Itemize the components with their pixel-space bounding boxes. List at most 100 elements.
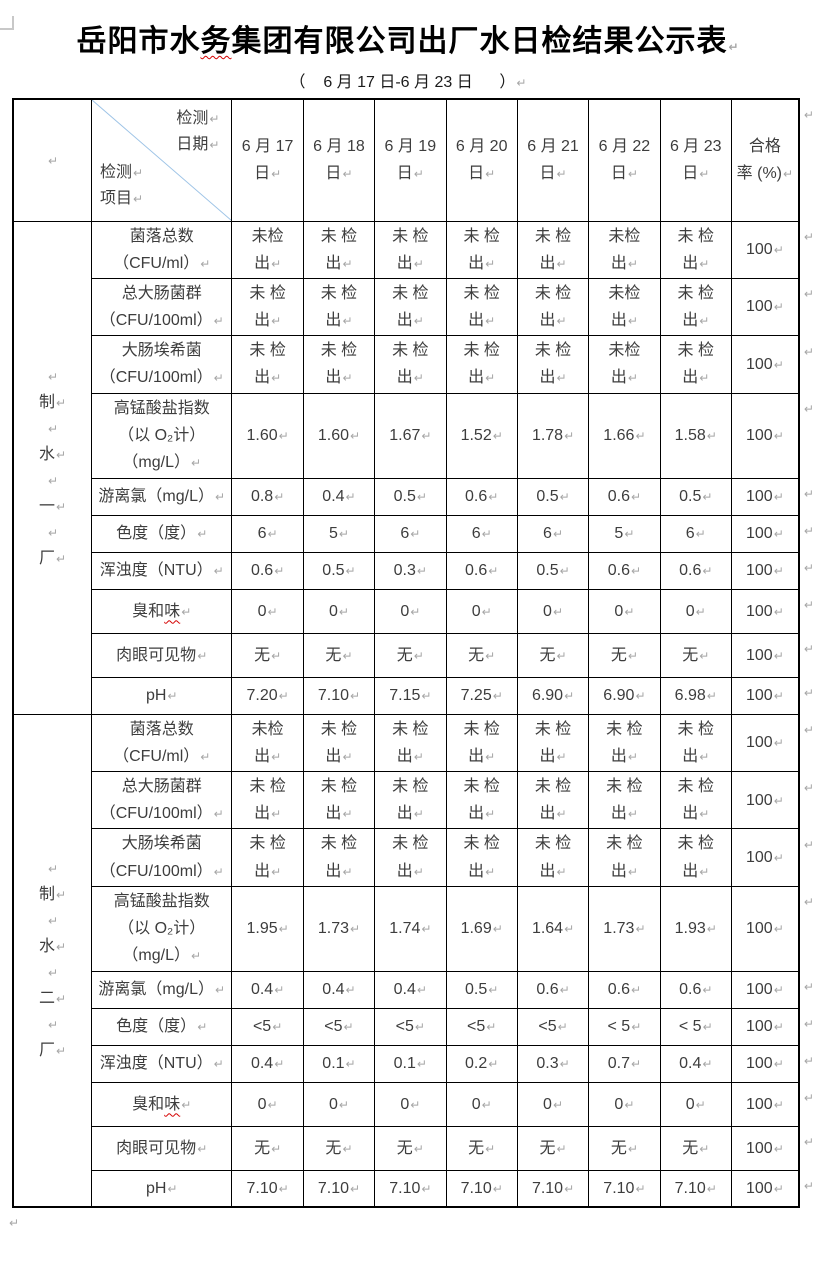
- row-label: pH↵: [91, 1169, 233, 1209]
- value-text: 6: [543, 525, 552, 543]
- row-label: 肉眼可见物↵: [91, 632, 233, 678]
- value-cell: 0.6↵: [445, 551, 518, 590]
- corner-label-item: 检测↵ 项目↵: [100, 160, 143, 213]
- value-text: 7.10: [389, 1179, 421, 1197]
- pilcrow-mark: ↵: [274, 983, 285, 998]
- date-header-cell: 6 月 23 日↵: [659, 98, 732, 222]
- pilcrow-mark: ↵: [350, 922, 361, 937]
- pilcrow-mark: ↵: [803, 1135, 814, 1150]
- pilcrow-mark: ↵: [343, 1020, 354, 1035]
- rate-text: 100: [745, 848, 773, 866]
- value-text: 0.6: [679, 981, 702, 999]
- row-label-text: 臭和: [132, 602, 165, 620]
- rate-text: 100: [745, 1095, 773, 1113]
- value-cell: 0.6↵: [231, 551, 304, 590]
- row-label-text: 高锰酸盐指数 （以 O₂计） （mg/L）: [113, 399, 210, 472]
- pilcrow-mark: ↵: [564, 429, 575, 444]
- value-text: 7.15: [389, 687, 421, 705]
- value-text: 7.10: [603, 1179, 635, 1197]
- value-text: <5: [538, 1018, 557, 1036]
- value-cell: 无↵: [374, 1125, 447, 1171]
- title-text-pre: 岳阳市水: [76, 25, 201, 58]
- table-row: ↵ 制↵ ↵ 水↵ ↵ 二↵ ↵ 厂↵ 菌落总数 （CFU/ml）↵ 未检 出↵ 未 检 出↵ 未 检…: [12, 713, 815, 1209]
- table-row: 大肠埃希菌 （CFU/100ml）↵ 未 检 出↵ 未 检 出↵ 未 检 出↵ 未 检 …: [13, 828, 815, 887]
- value-cell: 未 检 出↵: [516, 220, 590, 279]
- value-cell: 0↵: [516, 588, 590, 634]
- rate-cell: 100↵: [730, 713, 800, 773]
- pilcrow-mark: ↵: [421, 689, 432, 704]
- pilcrow-mark: ↵: [564, 922, 575, 937]
- pilcrow-mark: ↵: [342, 371, 353, 386]
- pilcrow-mark: ↵: [699, 256, 710, 271]
- pilcrow-mark: ↵: [773, 689, 784, 704]
- rate-text: 100: [745, 488, 773, 506]
- row-label: 高锰酸盐指数 （以 O₂计） （mg/L）↵: [91, 885, 233, 972]
- value-cell: 0↵: [445, 1081, 518, 1127]
- value-text: 7.10: [317, 1179, 349, 1197]
- value-cell: 未 检 出↵: [516, 277, 590, 337]
- value-cell: 未 检 出↵: [302, 335, 376, 394]
- pilcrow-mark: ↵: [350, 429, 361, 444]
- value-text: 7.10: [674, 1179, 706, 1197]
- value-cell: 7.10↵: [659, 1169, 732, 1209]
- pilcrow-mark: ↵: [55, 551, 67, 566]
- value-cell: 0.6↵: [588, 477, 661, 516]
- plant-label-char: 厂↵: [38, 549, 67, 567]
- pilcrow-mark: ↵: [486, 1020, 497, 1035]
- pilcrow-mark: ↵: [485, 371, 496, 386]
- value-text: 7.10: [246, 1179, 278, 1197]
- row-label: 色度（度）↵: [91, 1007, 233, 1046]
- rate-cell: 100↵: [730, 676, 800, 715]
- value-text: 1.67: [389, 427, 421, 445]
- row-label-text: 游离氯（mg/L）: [98, 488, 214, 506]
- value-text: 未 检 出: [320, 778, 358, 823]
- pilcrow-mark: ↵: [635, 922, 646, 937]
- value-text: 0.8: [250, 488, 274, 506]
- value-cell: 未 检 出↵: [374, 277, 447, 337]
- value-cell: <5↵: [374, 1007, 447, 1046]
- value-cell: 无↵: [231, 632, 304, 678]
- value-text: 未 检 出: [534, 284, 572, 330]
- pilcrow-mark: ↵: [556, 167, 567, 182]
- corner-label-date-line: 日期↵: [176, 136, 220, 154]
- table-row: 游离氯（mg/L）↵ 0.8↵ 0.4↵ 0.5↵ 0.6↵ 0.5↵ 0.6↵ 0.5↵ 10…: [13, 477, 815, 516]
- value-text: 0.4: [322, 981, 345, 999]
- value-cell: 无↵: [302, 632, 376, 678]
- value-text: 无: [396, 646, 413, 664]
- rate-header-text: 合格 率 (%): [736, 138, 783, 183]
- value-text: 6.90: [531, 687, 564, 705]
- row-label-text: pH: [145, 1179, 167, 1197]
- pilcrow-mark: ↵: [278, 429, 289, 444]
- rate-text: 100: [745, 1139, 773, 1157]
- pilcrow-mark: ↵: [516, 76, 527, 90]
- pilcrow-mark: ↵: [556, 648, 567, 663]
- value-text: 0.5: [536, 488, 559, 506]
- pilcrow-mark: ↵: [773, 1097, 784, 1112]
- pilcrow-mark: ↵: [488, 983, 499, 998]
- date-header-cell: 6 月 21 日↵: [516, 98, 590, 222]
- pilcrow-mark: ↵: [421, 1181, 432, 1196]
- pilcrow-mark: ↵: [214, 490, 226, 505]
- pilcrow-mark: ↵: [803, 837, 814, 852]
- pilcrow-mark: ↵: [706, 1181, 717, 1196]
- pilcrow-mark: ↵: [338, 1097, 349, 1112]
- row-label: 浑浊度（NTU）↵: [91, 551, 233, 590]
- pilcrow-mark: ↵: [564, 1181, 575, 1196]
- pilcrow-mark: ↵: [200, 256, 211, 271]
- value-cell: 0.2↵: [445, 1044, 518, 1083]
- value-cell: 1.60↵: [231, 392, 304, 479]
- plant-label-char: 厂↵: [38, 1042, 67, 1060]
- pilcrow-mark: ↵: [773, 490, 784, 505]
- pilcrow-mark: ↵: [695, 527, 706, 542]
- rate-cell: 100↵: [730, 770, 800, 830]
- pilcrow-mark: ↵: [627, 648, 638, 663]
- value-cell: <5↵: [231, 1007, 304, 1046]
- value-cell: 0.6↵: [516, 970, 590, 1009]
- rate-cell: 100↵: [730, 885, 800, 972]
- value-cell: 未 检 出↵: [588, 828, 661, 887]
- row-label-text: 高锰酸盐指数 （以 O₂计） （mg/L）: [113, 892, 210, 965]
- pilcrow-line: ↵: [16, 856, 89, 882]
- pilcrow-mark: ↵: [274, 490, 285, 505]
- value-cell: <5↵: [445, 1007, 518, 1046]
- value-text: 6: [400, 525, 410, 543]
